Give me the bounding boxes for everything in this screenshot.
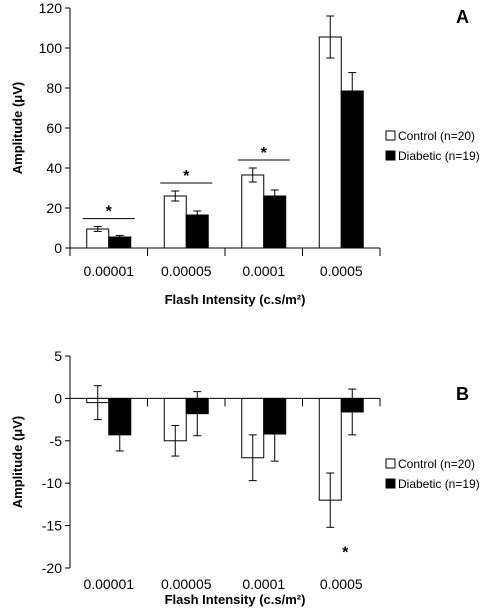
y-tick-label: 80 [46,80,62,96]
bar [241,174,265,249]
significance-marker: * [106,204,113,221]
y-axis-title: Amplitude (μV) [10,416,25,508]
legend-swatch [385,130,396,141]
panel-label: B [456,384,469,404]
bar [185,214,209,249]
x-tick-label: 0.00005 [161,576,212,592]
bar [318,36,342,249]
y-tick-label: 0 [54,240,62,256]
panel-label: A [456,7,469,27]
legend-swatch [385,150,396,161]
y-tick-label: 120 [39,0,63,16]
legend-label: Diabetic (n=19) [398,477,480,491]
y-tick-label: 60 [46,120,62,136]
x-tick-label: 0.0005 [320,576,363,592]
significance-marker: * [261,145,268,162]
y-tick-label: 5 [54,348,62,364]
y-tick-label: 0 [54,390,62,406]
legend-swatch [385,478,396,489]
bar [263,195,287,249]
y-axis-title: Amplitude (μV) [10,82,25,174]
panel-B: 5 0 -5 -10 -15 -20 0.00001 0.00005 0.0001 0.0005 *… [10,348,480,607]
x-axis-title: Flash Intensity (c.s/m²) [165,292,306,307]
bar [163,195,187,249]
x-tick-label: 0.00005 [161,263,212,279]
x-tick-label: 0.00001 [83,576,134,592]
x-axis-title: Flash Intensity (c.s/m²) [165,592,306,607]
x-tick-label: 0.0001 [242,263,285,279]
x-tick-label: 0.0001 [242,576,285,592]
significance-marker: * [342,544,349,561]
legend-label: Control (n=20) [398,129,475,143]
y-tick-label: -5 [50,433,63,449]
significance-marker: * [183,168,190,185]
y-tick-label: 100 [39,40,63,56]
legend-swatch [385,458,396,469]
legend-label: Diabetic (n=19) [398,149,480,163]
y-tick-label: 40 [46,160,62,176]
y-tick-label: -10 [42,475,62,491]
x-tick-label: 0.0005 [320,263,363,279]
x-tick-label: 0.00001 [83,263,134,279]
y-tick-label: -15 [42,518,62,534]
bar [340,90,364,249]
legend-label: Control (n=20) [398,457,475,471]
y-tick-label: 20 [46,200,62,216]
panel-A: 0 20 40 60 80 100 120 0.00001 0.00005 0.0001 0.000… [10,0,480,307]
y-tick-label: -20 [42,560,62,576]
